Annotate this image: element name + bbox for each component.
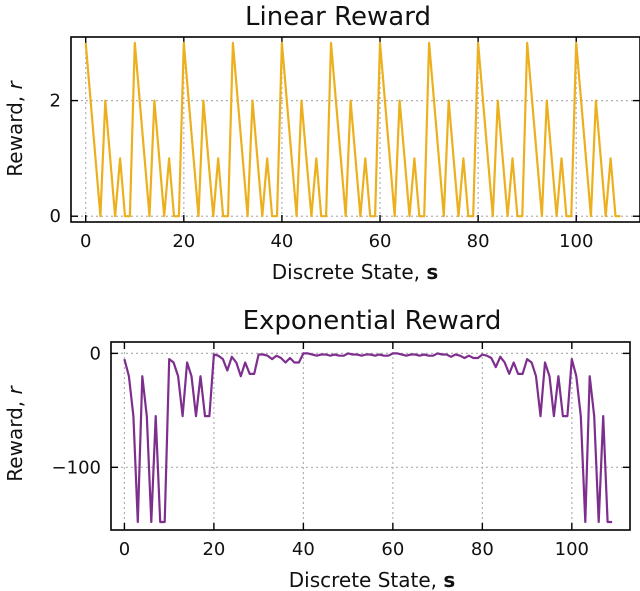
- exponential-reward-chart: Exponential Reward 0 20 40 60 80 100 0 −100 Dis…: [3, 306, 631, 591]
- x-tick-label: 40: [292, 539, 315, 560]
- series-line-exponential: [123, 352, 613, 524]
- x-tick-label: 60: [369, 231, 392, 252]
- plot-frame: [70, 36, 640, 223]
- x-tick-label: 40: [270, 231, 293, 252]
- x-tick-label: 60: [381, 539, 404, 560]
- x-tick-label: 0: [80, 231, 91, 252]
- y-tick-label: −100: [52, 457, 101, 478]
- y-axis-label: Reward, r: [3, 80, 27, 177]
- x-axis-label: Discrete State, s: [289, 568, 456, 591]
- x-axis-label: Discrete State, s: [272, 260, 439, 284]
- series-line-linear: [84, 41, 621, 218]
- plot-frame: [110, 341, 631, 531]
- x-tick-label: 80: [467, 231, 490, 252]
- x-tick-label: 80: [471, 539, 494, 560]
- y-tick-label: 2: [50, 91, 61, 112]
- x-tick-label: 100: [559, 231, 593, 252]
- chart-title: Exponential Reward: [243, 306, 502, 336]
- y-tick-label: 0: [90, 343, 101, 364]
- x-tick-label: 20: [202, 539, 225, 560]
- linear-reward-chart: Linear Reward 0 20 40 60 80 100 0 2 Discrete St…: [3, 2, 640, 284]
- y-tick-label: 0: [50, 206, 61, 227]
- x-tick-label: 20: [172, 231, 195, 252]
- x-tick-label: 100: [555, 539, 589, 560]
- x-tick-label: 0: [119, 539, 130, 560]
- y-axis-label: Reward, r: [3, 385, 27, 482]
- chart-title: Linear Reward: [245, 2, 431, 32]
